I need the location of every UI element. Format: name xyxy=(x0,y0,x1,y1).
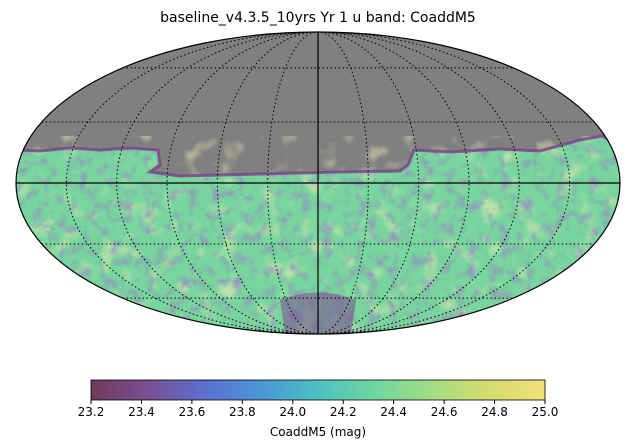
colorbar: 23.2 23.4 23.6 23.8 24.0 24.2 24.4 24.6 24.8 25.0… xyxy=(78,379,559,439)
chart-title: baseline_v4.3.5_10yrs Yr 1 u band: Coadd… xyxy=(160,10,476,26)
colorbar-ticks: 23.2 23.4 23.6 23.8 24.0 24.2 24.4 24.6 24.8 25.0 xyxy=(78,400,559,419)
colorbar-tick-label: 24.4 xyxy=(380,405,407,419)
colorbar-label: CoaddM5 (mag) xyxy=(270,425,366,439)
meridian-line xyxy=(335,32,571,334)
meridian-line xyxy=(65,32,301,334)
colorbar-tick-label: 23.4 xyxy=(128,405,155,419)
colorbar-tick-label: 24.0 xyxy=(279,405,306,419)
meridian-line xyxy=(332,32,520,334)
colorbar-tick-label: 24.6 xyxy=(431,405,458,419)
colorbar-tick-label: 24.8 xyxy=(481,405,508,419)
colorbar-tick-label: 24.2 xyxy=(330,405,357,419)
colorbar-tick-label: 25.0 xyxy=(532,405,559,419)
colorbar-tick-label: 23.2 xyxy=(78,405,105,419)
colorbar-tick-label: 23.8 xyxy=(229,405,256,419)
colorbar-gradient xyxy=(90,379,546,401)
coverage-edge xyxy=(16,134,620,178)
meridian-line xyxy=(166,32,308,334)
colorbar-tick-label: 23.6 xyxy=(179,405,206,419)
meridian-line xyxy=(328,32,470,334)
meridian-line xyxy=(116,32,304,334)
